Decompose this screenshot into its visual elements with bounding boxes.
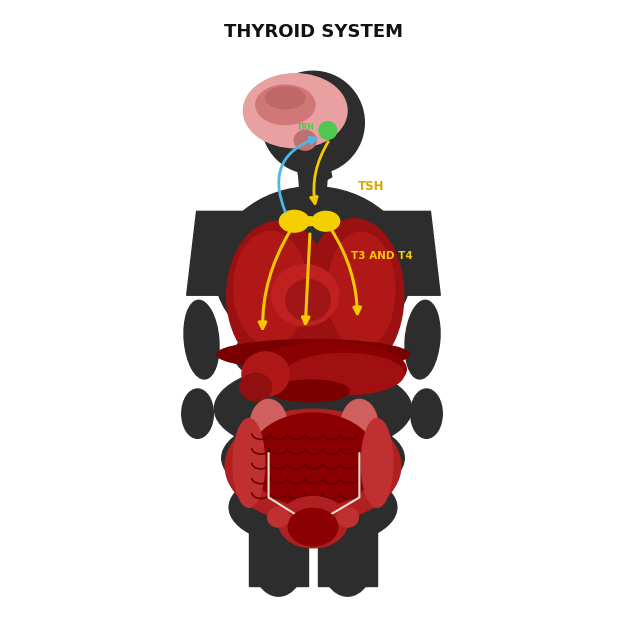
Ellipse shape (305, 218, 404, 372)
Ellipse shape (197, 217, 242, 294)
Ellipse shape (251, 517, 305, 596)
Polygon shape (298, 170, 328, 207)
FancyArrowPatch shape (310, 141, 328, 203)
Text: TSH: TSH (357, 180, 384, 193)
Polygon shape (298, 167, 332, 184)
Text: THYROID SYSTEM: THYROID SYSTEM (223, 23, 403, 41)
Ellipse shape (233, 232, 307, 345)
FancyArrowPatch shape (302, 234, 310, 324)
Ellipse shape (289, 508, 337, 546)
Ellipse shape (303, 217, 317, 226)
Polygon shape (187, 212, 249, 295)
Ellipse shape (294, 130, 316, 150)
Ellipse shape (222, 416, 404, 500)
Polygon shape (375, 212, 440, 295)
Ellipse shape (256, 85, 315, 125)
FancyArrowPatch shape (259, 232, 290, 329)
Ellipse shape (217, 340, 409, 369)
Ellipse shape (182, 389, 213, 438)
Ellipse shape (244, 74, 347, 148)
Ellipse shape (184, 300, 219, 379)
FancyArrowPatch shape (331, 230, 361, 314)
Ellipse shape (249, 413, 377, 507)
Ellipse shape (405, 300, 440, 379)
Ellipse shape (254, 342, 406, 396)
Ellipse shape (250, 399, 287, 454)
Ellipse shape (411, 389, 442, 438)
FancyArrowPatch shape (279, 137, 316, 212)
Text: T3 AND T4: T3 AND T4 (351, 251, 413, 261)
Ellipse shape (286, 279, 331, 321)
Ellipse shape (270, 380, 349, 402)
Polygon shape (318, 488, 377, 587)
Ellipse shape (227, 221, 331, 369)
Ellipse shape (279, 496, 347, 548)
Ellipse shape (279, 210, 309, 232)
Ellipse shape (234, 320, 392, 389)
Ellipse shape (229, 468, 397, 547)
Ellipse shape (337, 508, 359, 527)
Ellipse shape (265, 87, 305, 109)
Ellipse shape (312, 212, 340, 231)
Ellipse shape (214, 187, 412, 354)
Ellipse shape (341, 399, 378, 454)
Ellipse shape (321, 517, 375, 596)
Ellipse shape (361, 419, 393, 508)
Ellipse shape (272, 265, 339, 326)
Ellipse shape (214, 364, 412, 453)
Ellipse shape (285, 354, 404, 395)
Ellipse shape (233, 419, 265, 508)
Ellipse shape (267, 508, 289, 527)
Polygon shape (249, 300, 377, 478)
Ellipse shape (328, 232, 395, 349)
Ellipse shape (384, 217, 429, 294)
Ellipse shape (240, 373, 272, 401)
Circle shape (262, 71, 364, 174)
Ellipse shape (225, 409, 401, 523)
Text: TRH: TRH (297, 123, 315, 132)
Polygon shape (249, 488, 308, 587)
Ellipse shape (242, 352, 289, 396)
Circle shape (319, 121, 337, 140)
